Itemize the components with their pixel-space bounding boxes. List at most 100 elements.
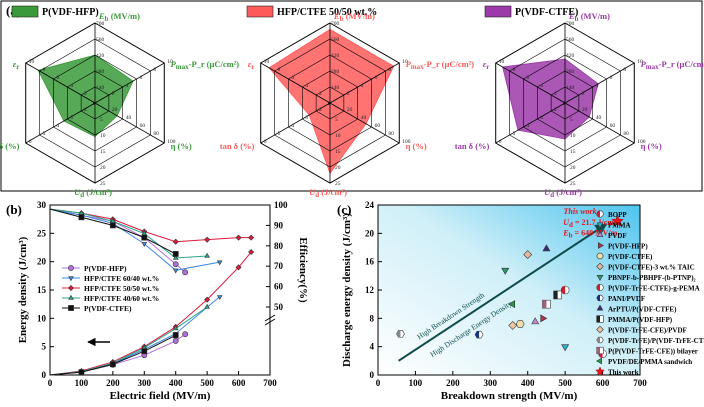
radar-tick-center: 0 [93, 101, 96, 107]
scatter-point [523, 250, 533, 260]
radar-tick: 10 [167, 59, 173, 65]
y2-tick-label: 100 [274, 200, 288, 210]
radar-charts: P(VDF-HFP)140280420560700024681002040608… [0, 5, 704, 199]
y-tick-label: 24 [365, 200, 375, 210]
radar-tick: 4 [291, 123, 294, 129]
radar-tick: 420 [96, 53, 105, 59]
radar-tick: 6 [140, 75, 143, 81]
legend-marker [596, 325, 604, 334]
efficiency-point [109, 222, 116, 229]
x-tick-label: 300 [138, 378, 152, 388]
radar-tick: 8 [43, 67, 46, 73]
radar-axis-label: Pmax-P_r (µC/cm²) [641, 59, 704, 71]
energy-line [49, 251, 252, 376]
energy-point [248, 249, 255, 256]
radar-tick: 5 [570, 117, 573, 123]
x-tick-label: 300 [484, 378, 498, 388]
efficiency-point [182, 269, 189, 276]
radar-tick-center: 0 [328, 101, 331, 107]
series-5 [49, 208, 179, 376]
radar-spoke [564, 102, 635, 144]
radar-tick: 560 [566, 37, 575, 43]
radar-tick: 560 [96, 37, 105, 43]
radar-axis-label: η (%) [406, 141, 427, 151]
radar-tick-center: 0 [93, 101, 96, 107]
radar-tick: 700 [566, 21, 575, 27]
radar-axis-label: tan δ (%) [220, 141, 255, 151]
radar-tick: 8 [388, 67, 391, 73]
x-tick-label: 400 [169, 378, 183, 388]
radar-tick: 10 [29, 59, 35, 65]
legend-label: PVDF [608, 232, 627, 240]
y-tick-label: 4 [370, 342, 375, 352]
efficiency-point [172, 238, 179, 245]
radar-tick: 420 [331, 53, 340, 59]
radar-tick: 2 [84, 107, 87, 113]
radar-axis-label: Ud (J/cm³) [544, 187, 582, 199]
radar-tick: 140 [96, 85, 105, 91]
efficiency-line [49, 208, 220, 271]
radar-tick: 20 [100, 165, 106, 171]
radar-tick: 20 [570, 165, 576, 171]
scatter-point [474, 330, 484, 339]
energy-line [49, 296, 221, 376]
radar-area [502, 58, 599, 140]
radar-tick: 3 [540, 115, 543, 121]
radar-tick-center: 0 [93, 101, 96, 107]
x-axis-title: Electric field (MV/m) [110, 390, 211, 402]
scatter-point [508, 320, 518, 330]
radar-tick: 2 [319, 107, 322, 113]
efficiency-point [235, 234, 242, 241]
radar-tick: 2 [112, 91, 115, 97]
energy-point [235, 264, 242, 271]
legend-marker [596, 294, 604, 302]
legend-marker [596, 304, 604, 311]
legend-swatch [484, 5, 512, 18]
radar-tick: 4 [126, 83, 129, 89]
radar-2: HFP/CTFE 50/50 wt.%140280420560700024681… [220, 5, 474, 199]
radar-tick: 100 [637, 139, 646, 145]
legend-marker [596, 262, 604, 271]
energy-point [204, 296, 211, 303]
line-chart: 0 100 200 300 400 500 600 700 0 5 10 15 20 25 30 50 60 70… [17, 200, 309, 402]
legend-marker [596, 346, 604, 355]
scatter-point [611, 214, 624, 227]
y-tick-label: 5 [42, 342, 47, 352]
radar-tick: 60 [610, 123, 616, 129]
y-tick-label: 0 [370, 370, 375, 380]
scatter-point [553, 290, 562, 300]
radar-tick-center: 0 [93, 101, 96, 107]
radar-spoke [25, 62, 96, 104]
axis-break [264, 318, 276, 326]
scatter-point [515, 320, 525, 328]
radar-tick: 40 [596, 115, 602, 121]
legend-label: HFP/CTFE 40/60 wt.% [84, 294, 159, 303]
x-tick-label: 0 [48, 378, 53, 388]
legend-marker [596, 210, 604, 218]
y2-tick-label: 70 [274, 261, 284, 271]
radar-tick: 20 [582, 107, 588, 113]
x-tick-label: 600 [232, 378, 246, 388]
efficiency-point [204, 236, 211, 243]
y-tick-label: 25 [37, 228, 47, 238]
radar-tick: 80 [388, 131, 394, 137]
legend-label: PVDF/DE/PMMA sandwich [608, 358, 692, 366]
x-tick-label: 700 [263, 378, 277, 388]
radar-tick: 2 [84, 91, 87, 97]
radar-spoke [260, 102, 331, 144]
radar-tick: 25 [100, 181, 106, 187]
radar-axis-label: η (%) [641, 141, 662, 151]
radar-axis-label: εr [13, 59, 20, 71]
radar-tick: 6 [29, 139, 32, 145]
radar-tick: 700 [96, 21, 105, 27]
radar-tick: 560 [331, 37, 340, 43]
radar-tick: 80 [153, 131, 159, 137]
y-tick-label: 10 [37, 313, 47, 323]
radar-1: P(VDF-HFP)140280420560700024681002040608… [0, 5, 239, 199]
x-tick-label: 100 [409, 378, 423, 388]
radar-tick: 140 [566, 85, 575, 91]
radar-tick: 280 [566, 69, 575, 75]
radar-tick-center: 0 [328, 101, 331, 107]
radar-tick: 5 [100, 117, 103, 123]
radar-tick: 2 [319, 91, 322, 97]
